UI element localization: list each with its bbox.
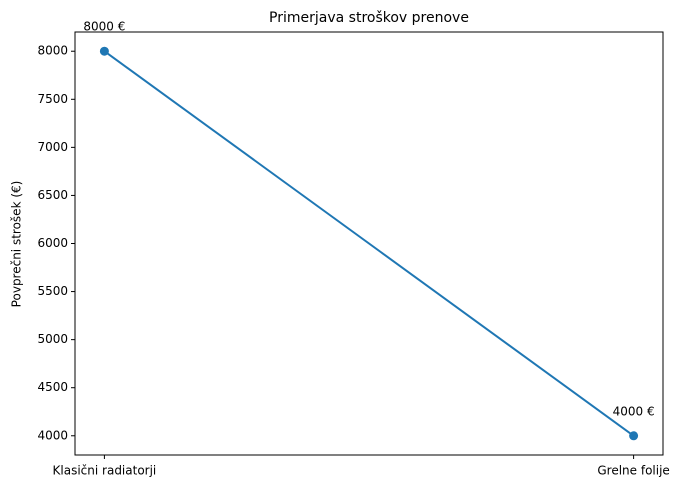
- y-tick-label: 4000: [37, 428, 68, 442]
- data-label: 4000 €: [613, 404, 655, 418]
- y-tick-label: 8000: [37, 44, 68, 58]
- y-tick-label: 6000: [37, 236, 68, 250]
- data-label: 8000 €: [83, 20, 125, 34]
- y-tick-label: 7500: [37, 92, 68, 106]
- y-tick-label: 5000: [37, 332, 68, 346]
- line: [103, 50, 635, 437]
- x-tick-label: Grelne folije: [597, 464, 669, 478]
- y-tick-label: 5500: [37, 284, 68, 298]
- y-tick-label: 6500: [37, 188, 68, 202]
- point: [629, 431, 639, 441]
- chart-title: Primerjava stroškov prenove: [269, 10, 469, 26]
- y-tick-label: 4500: [37, 380, 68, 394]
- y-axis-label: Povprečni strošek (€): [10, 181, 24, 308]
- point: [99, 46, 109, 56]
- x-tick-label: Klasični radiatorji: [53, 464, 157, 478]
- y-tick-label: 7000: [37, 140, 68, 154]
